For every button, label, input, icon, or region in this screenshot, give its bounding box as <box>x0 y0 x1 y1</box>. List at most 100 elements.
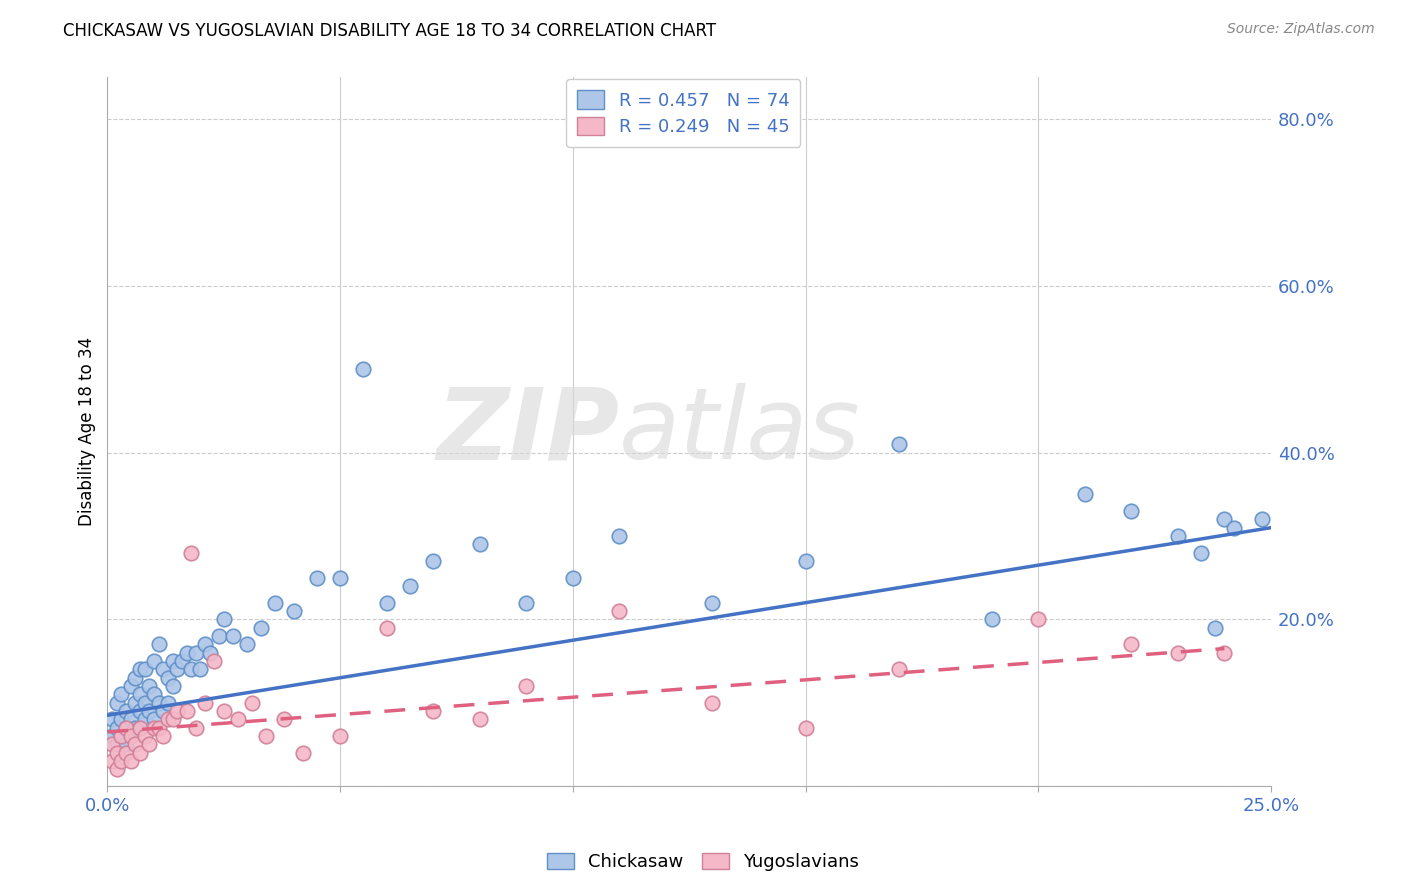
Point <box>212 612 235 626</box>
Point <box>1213 646 1236 660</box>
Point <box>329 729 352 743</box>
Point <box>148 637 170 651</box>
Point <box>156 713 179 727</box>
Point <box>1167 646 1189 660</box>
Point <box>561 571 583 585</box>
Point <box>1222 521 1244 535</box>
Point <box>240 696 263 710</box>
Point <box>101 729 124 743</box>
Point <box>375 596 398 610</box>
Point <box>142 654 165 668</box>
Point <box>105 738 128 752</box>
Point <box>208 629 231 643</box>
Point <box>120 713 142 727</box>
Point <box>236 637 259 651</box>
Point <box>110 713 132 727</box>
Point <box>138 738 160 752</box>
Point <box>515 596 537 610</box>
Point <box>980 612 1002 626</box>
Point <box>176 646 198 660</box>
Point <box>148 696 170 710</box>
Point <box>105 763 128 777</box>
Text: Source: ZipAtlas.com: Source: ZipAtlas.com <box>1227 22 1375 37</box>
Point <box>115 738 138 752</box>
Legend: Chickasaw, Yugoslavians: Chickasaw, Yugoslavians <box>540 846 866 879</box>
Point <box>609 604 631 618</box>
Point <box>134 696 156 710</box>
Point <box>129 662 152 676</box>
Point <box>794 721 817 735</box>
Point <box>110 754 132 768</box>
Point <box>194 637 217 651</box>
Point <box>1167 529 1189 543</box>
Text: atlas: atlas <box>620 384 860 480</box>
Point <box>124 738 146 752</box>
Point <box>291 746 314 760</box>
Point <box>129 721 152 735</box>
Point <box>124 671 146 685</box>
Point <box>176 704 198 718</box>
Point <box>609 529 631 543</box>
Point <box>129 746 152 760</box>
Point <box>352 362 374 376</box>
Point <box>399 579 422 593</box>
Point <box>129 704 152 718</box>
Point <box>115 746 138 760</box>
Point <box>180 662 202 676</box>
Point <box>120 729 142 743</box>
Point <box>264 596 287 610</box>
Point <box>156 671 179 685</box>
Point <box>190 662 212 676</box>
Point <box>515 679 537 693</box>
Point <box>152 704 174 718</box>
Point <box>212 704 235 718</box>
Point <box>152 662 174 676</box>
Point <box>105 721 128 735</box>
Point <box>134 662 156 676</box>
Text: ZIP: ZIP <box>436 384 620 480</box>
Point <box>120 729 142 743</box>
Point <box>138 679 160 693</box>
Point <box>194 696 217 710</box>
Point <box>1074 487 1097 501</box>
Point <box>702 696 724 710</box>
Point <box>184 646 207 660</box>
Point <box>1026 612 1049 626</box>
Point <box>110 688 132 702</box>
Point <box>120 679 142 693</box>
Y-axis label: Disability Age 18 to 34: Disability Age 18 to 34 <box>79 337 96 526</box>
Point <box>110 729 132 743</box>
Legend: R = 0.457   N = 74, R = 0.249   N = 45: R = 0.457 N = 74, R = 0.249 N = 45 <box>567 79 800 147</box>
Point <box>110 729 132 743</box>
Point <box>1250 512 1272 526</box>
Point <box>124 696 146 710</box>
Point <box>142 713 165 727</box>
Point <box>138 704 160 718</box>
Point <box>184 721 207 735</box>
Point <box>162 679 184 693</box>
Point <box>120 754 142 768</box>
Point <box>702 596 724 610</box>
Point <box>101 738 124 752</box>
Point <box>105 696 128 710</box>
Point <box>794 554 817 568</box>
Point <box>1121 504 1143 518</box>
Point <box>329 571 352 585</box>
Point <box>254 729 277 743</box>
Point <box>134 729 156 743</box>
Point <box>1213 512 1236 526</box>
Point <box>468 537 491 551</box>
Point <box>222 629 245 643</box>
Point <box>204 654 226 668</box>
Point <box>162 713 184 727</box>
Point <box>422 704 444 718</box>
Point <box>887 437 910 451</box>
Point <box>305 571 328 585</box>
Point <box>105 746 128 760</box>
Point <box>375 621 398 635</box>
Point <box>226 713 249 727</box>
Point <box>152 729 174 743</box>
Point <box>129 688 152 702</box>
Point <box>198 646 221 660</box>
Point <box>142 721 165 735</box>
